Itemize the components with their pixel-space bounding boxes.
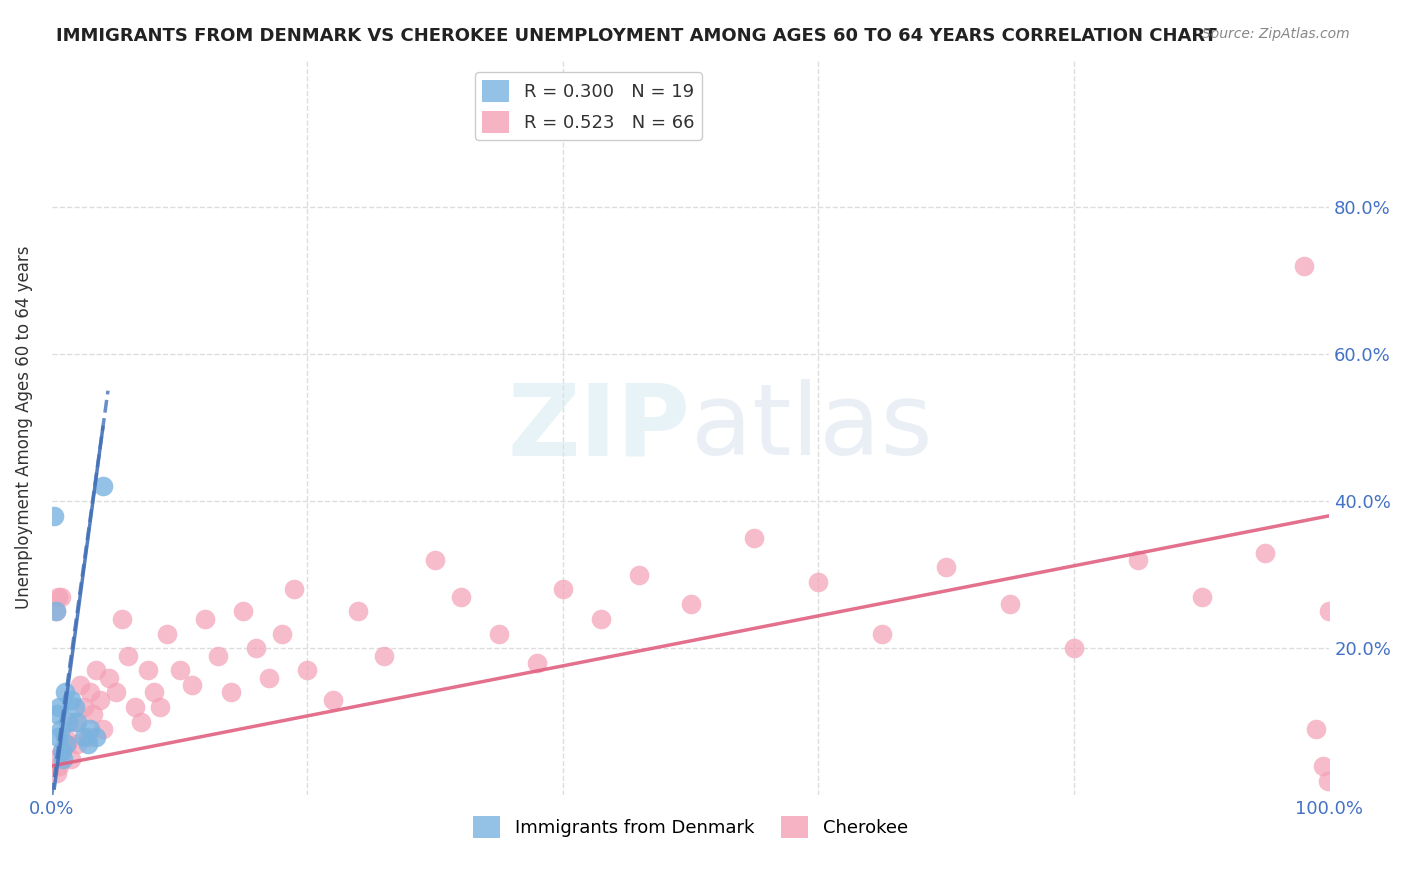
Point — [49, 722, 72, 736]
Point — [52, 751, 75, 765]
Text: IMMIGRANTS FROM DENMARK VS CHEROKEE UNEMPLOYMENT AMONG AGES 60 TO 64 YEARS CORRE: IMMIGRANTS FROM DENMARK VS CHEROKEE UNEM… — [56, 27, 1218, 45]
Point — [55, 737, 77, 751]
Point — [86, 730, 108, 744]
Point — [124, 700, 146, 714]
Point — [45, 707, 67, 722]
Point — [347, 604, 370, 618]
Point — [488, 626, 510, 640]
Point — [1317, 604, 1340, 618]
Point — [998, 597, 1021, 611]
Point — [104, 685, 127, 699]
Point — [45, 604, 67, 618]
Point — [526, 656, 548, 670]
Text: atlas: atlas — [690, 379, 932, 476]
Point — [744, 531, 766, 545]
Point — [297, 663, 319, 677]
Point — [56, 737, 79, 751]
Point — [1317, 773, 1340, 788]
Point — [79, 722, 101, 736]
Point — [283, 582, 305, 597]
Point — [117, 648, 139, 663]
Point — [86, 663, 108, 677]
Point — [232, 604, 254, 618]
Text: ZIP: ZIP — [508, 379, 690, 476]
Point — [79, 685, 101, 699]
Point — [53, 685, 76, 699]
Text: Source: ZipAtlas.com: Source: ZipAtlas.com — [1202, 27, 1350, 41]
Point — [63, 700, 86, 714]
Point — [49, 590, 72, 604]
Point — [58, 714, 80, 729]
Point — [69, 678, 91, 692]
Point — [82, 707, 104, 722]
Point — [373, 648, 395, 663]
Point — [98, 671, 121, 685]
Point — [89, 692, 111, 706]
Point — [142, 685, 165, 699]
Point — [322, 692, 344, 706]
Point — [679, 597, 702, 611]
Point — [48, 759, 70, 773]
Point — [219, 685, 242, 699]
Point — [257, 671, 280, 685]
Point — [76, 737, 98, 751]
Point — [111, 612, 134, 626]
Point — [76, 730, 98, 744]
Legend: Immigrants from Denmark, Cherokee: Immigrants from Denmark, Cherokee — [465, 809, 915, 846]
Point — [423, 553, 446, 567]
Point — [129, 714, 152, 729]
Point — [181, 678, 204, 692]
Point — [51, 744, 73, 758]
Point — [66, 737, 89, 751]
Y-axis label: Unemployment Among Ages 60 to 64 years: Unemployment Among Ages 60 to 64 years — [15, 246, 32, 609]
Point — [870, 626, 893, 640]
Point — [450, 590, 472, 604]
Point — [63, 714, 86, 729]
Point — [1254, 545, 1277, 559]
Point — [46, 730, 69, 744]
Point — [207, 648, 229, 663]
Point — [270, 626, 292, 640]
Point — [551, 582, 574, 597]
Point — [91, 479, 114, 493]
Point — [169, 663, 191, 677]
Point — [51, 744, 73, 758]
Point — [66, 714, 89, 729]
Point — [44, 508, 66, 523]
Point — [45, 604, 67, 618]
Point — [53, 730, 76, 744]
Point — [91, 722, 114, 736]
Point — [807, 574, 830, 589]
Point — [45, 766, 67, 780]
Point — [935, 560, 957, 574]
Point — [149, 700, 172, 714]
Point — [1191, 590, 1213, 604]
Point — [59, 692, 82, 706]
Point — [591, 612, 613, 626]
Point — [48, 700, 70, 714]
Point — [628, 567, 651, 582]
Point — [73, 730, 96, 744]
Point — [136, 663, 159, 677]
Point — [245, 641, 267, 656]
Point — [1305, 722, 1327, 736]
Point — [46, 590, 69, 604]
Point — [59, 751, 82, 765]
Point — [194, 612, 217, 626]
Point — [1063, 641, 1085, 656]
Point — [44, 751, 66, 765]
Point — [1312, 759, 1334, 773]
Point — [73, 700, 96, 714]
Point — [156, 626, 179, 640]
Point — [1126, 553, 1149, 567]
Point — [1292, 259, 1315, 273]
